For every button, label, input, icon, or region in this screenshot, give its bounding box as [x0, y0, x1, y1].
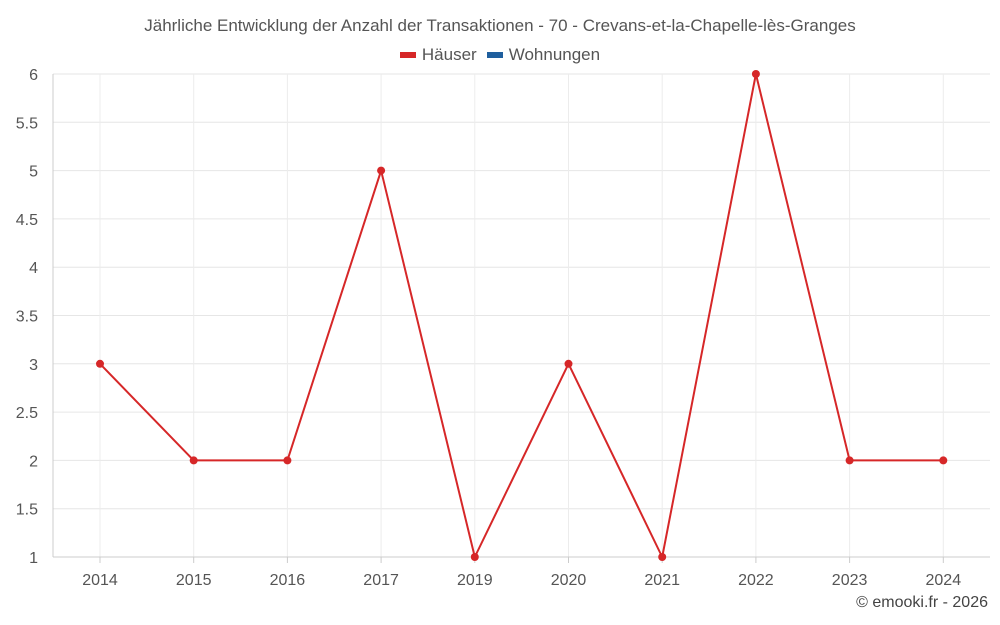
- data-point-haeuser: [470, 553, 479, 561]
- y-tick-label: 6: [29, 67, 38, 84]
- data-point-haeuser: [96, 359, 104, 368]
- x-tick-label: 2017: [363, 572, 399, 589]
- x-tick-label: 2019: [457, 572, 493, 589]
- y-tick-label: 4.5: [16, 212, 38, 229]
- y-tick-label: 4: [29, 260, 38, 277]
- x-tick-label: 2016: [270, 572, 306, 589]
- y-tick-label: 2: [29, 453, 38, 470]
- data-point-haeuser: [658, 553, 667, 561]
- legend-swatch-wohnungen: [486, 52, 503, 58]
- x-tick-label: 2014: [82, 572, 118, 589]
- y-tick-label: 5: [29, 164, 38, 181]
- data-point-haeuser: [939, 456, 948, 465]
- data-point-haeuser: [751, 70, 760, 78]
- y-tick-label: 1.5: [16, 502, 38, 519]
- legend-label-haeuser: Häuser: [421, 45, 477, 64]
- x-tick-label: 2024: [926, 572, 962, 589]
- chart-title: Jährliche Entwicklung der Anzahl der Tra…: [144, 16, 856, 35]
- chart-legend: Häuser Wohnungen: [0, 45, 1000, 65]
- data-point-haeuser: [845, 456, 854, 465]
- legend-swatch-haeuser: [399, 52, 416, 58]
- x-tick-label: 2023: [832, 572, 868, 589]
- y-tick-label: 3.5: [16, 309, 38, 326]
- data-point-haeuser: [283, 456, 292, 465]
- x-tick-label: 2022: [738, 572, 774, 589]
- x-tick-label: 2020: [551, 572, 587, 589]
- data-point-haeuser: [564, 359, 573, 368]
- copyright-footer: © emooki.fr - 2026: [856, 594, 988, 611]
- x-tick-label: 2015: [176, 572, 212, 589]
- y-tick-label: 5.5: [16, 115, 38, 132]
- x-tick-label: 2021: [644, 572, 680, 589]
- y-tick-label: 2.5: [16, 405, 38, 422]
- y-tick-label: 3: [29, 357, 38, 374]
- series-line-haeuser: [99, 73, 944, 558]
- data-point-haeuser: [189, 456, 198, 465]
- legend-label-wohnungen: Wohnungen: [508, 45, 601, 64]
- legend-item-wohnungen[interactable]: Wohnungen: [486, 45, 601, 65]
- y-tick-label: 1: [29, 550, 38, 567]
- data-point-haeuser: [377, 166, 386, 175]
- legend-item-haeuser[interactable]: Häuser: [399, 45, 477, 65]
